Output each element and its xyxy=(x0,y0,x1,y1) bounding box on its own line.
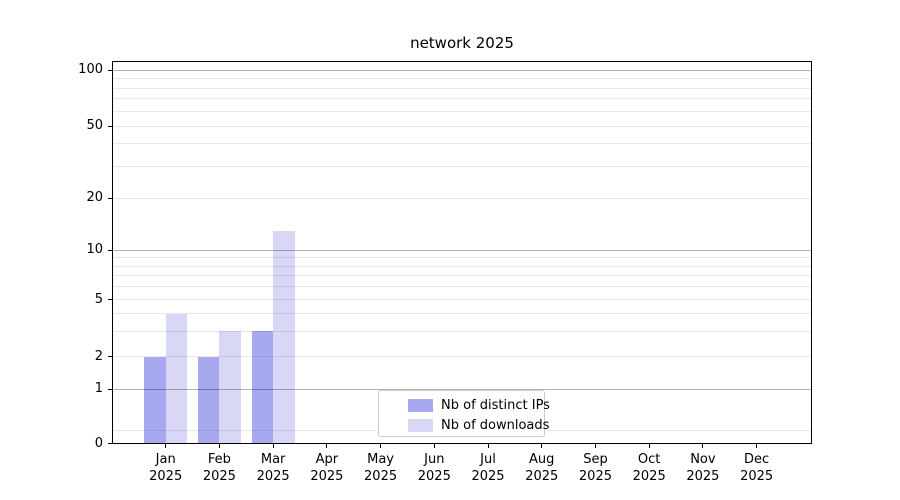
y-tick-mark xyxy=(108,356,113,358)
x-tick-mark xyxy=(218,444,220,448)
gridline-minor xyxy=(113,98,811,100)
x-tick-mark xyxy=(380,444,382,448)
gridline-minor xyxy=(113,286,811,288)
legend-label-downloads: Nb of downloads xyxy=(441,418,550,433)
x-tick-month: Mar xyxy=(260,452,286,467)
x-tick-year: 2025 xyxy=(417,469,451,484)
x-tick-label: Mar 2025 xyxy=(241,451,305,485)
x-tick-year: 2025 xyxy=(202,469,236,484)
x-tick-mark xyxy=(487,444,489,448)
legend-swatch-distinct-ips xyxy=(408,399,433,412)
x-tick-month: Oct xyxy=(637,452,661,467)
gridline-minor xyxy=(113,330,811,332)
legend: Nb of distinct IPs Nb of downloads xyxy=(378,390,550,437)
x-tick-year: 2025 xyxy=(149,469,183,484)
x-tick-label: Dec 2025 xyxy=(725,451,789,485)
x-tick-mark xyxy=(541,444,543,448)
gridline-major xyxy=(113,388,811,390)
gridline-major xyxy=(113,249,811,251)
x-tick-mark xyxy=(702,444,704,448)
x-tick-month: Feb xyxy=(207,452,231,467)
bar-downloads xyxy=(165,313,188,443)
y-tick-mark xyxy=(108,443,113,444)
x-tick-year: 2025 xyxy=(525,469,559,484)
x-tick-year: 2025 xyxy=(578,469,612,484)
gridline-minor xyxy=(113,125,811,127)
bar-distinct-ips xyxy=(144,356,166,443)
y-tick-label: 1 xyxy=(94,381,103,397)
x-tick-mark xyxy=(272,444,274,448)
x-tick-year: 2025 xyxy=(256,469,290,484)
gridline-minor xyxy=(113,110,811,112)
x-tick-mark xyxy=(756,444,758,448)
legend-swatch-downloads xyxy=(408,419,433,432)
bar-distinct-ips xyxy=(251,331,274,443)
x-tick-label: Jun 2025 xyxy=(402,451,466,485)
y-tick-label: 20 xyxy=(86,190,103,206)
x-tick-year: 2025 xyxy=(364,469,398,484)
gridline-minor xyxy=(113,313,811,315)
x-tick-month: Apr xyxy=(315,452,339,467)
x-tick-mark xyxy=(594,444,596,448)
y-tick-mark xyxy=(108,299,113,301)
gridline-minor xyxy=(113,356,811,358)
x-tick-label: Jan 2025 xyxy=(134,451,198,485)
x-tick-label: Apr 2025 xyxy=(295,451,359,485)
y-tick-mark xyxy=(108,249,113,251)
x-tick-label: May 2025 xyxy=(349,451,413,485)
x-tick-mark xyxy=(165,444,167,448)
y-tick-mark xyxy=(108,69,113,71)
y-tick-mark xyxy=(108,388,113,390)
x-tick-year: 2025 xyxy=(632,469,666,484)
x-tick-mark xyxy=(326,444,328,448)
gridline-minor xyxy=(113,143,811,145)
x-tick-label: Aug 2025 xyxy=(510,451,574,485)
x-tick-month: Nov xyxy=(690,452,716,467)
gridline-minor xyxy=(113,78,811,80)
legend-item-distinct-ips: Nb of distinct IPs xyxy=(408,397,550,414)
x-tick-mark xyxy=(433,444,435,448)
y-tick-label: 5 xyxy=(94,291,103,307)
gridline-minor xyxy=(113,299,811,301)
x-tick-year: 2025 xyxy=(310,469,344,484)
gridline-major xyxy=(113,69,811,71)
legend-label-distinct-ips: Nb of distinct IPs xyxy=(441,398,550,413)
chart-title: network 2025 xyxy=(410,34,514,52)
plot-area xyxy=(112,61,812,444)
gridline-minor xyxy=(113,87,811,89)
gridline-minor xyxy=(113,275,811,277)
y-tick-mark xyxy=(108,197,113,199)
x-tick-label: Jul 2025 xyxy=(456,451,520,485)
x-tick-label: Nov 2025 xyxy=(671,451,735,485)
x-tick-year: 2025 xyxy=(686,469,720,484)
x-tick-month: Jul xyxy=(480,452,496,467)
x-tick-year: 2025 xyxy=(740,469,774,484)
y-tick-label: 0 xyxy=(94,435,103,451)
x-tick-year: 2025 xyxy=(471,469,505,484)
x-tick-label: Feb 2025 xyxy=(187,451,251,485)
x-tick-month: Sep xyxy=(583,452,608,467)
y-tick-label: 100 xyxy=(78,62,103,78)
bar-distinct-ips xyxy=(197,356,220,443)
y-tick-label: 2 xyxy=(94,348,103,364)
x-tick-month: Dec xyxy=(744,452,770,467)
x-tick-label: Oct 2025 xyxy=(617,451,681,485)
x-tick-month: Jun xyxy=(424,452,445,467)
x-tick-month: May xyxy=(367,452,395,467)
gridline-minor xyxy=(113,265,811,267)
x-tick-month: Jan xyxy=(155,452,176,467)
bar-downloads xyxy=(219,331,241,443)
x-tick-mark xyxy=(648,444,650,448)
legend-item-downloads: Nb of downloads xyxy=(408,417,549,434)
bar-downloads xyxy=(273,230,295,443)
gridline-minor xyxy=(113,197,811,199)
gridline-minor xyxy=(113,165,811,167)
x-tick-label: Sep 2025 xyxy=(563,451,627,485)
y-tick-label: 10 xyxy=(86,242,103,258)
x-tick-month: Aug xyxy=(529,452,555,467)
y-tick-label: 50 xyxy=(86,118,103,133)
y-tick-mark xyxy=(108,125,113,127)
gridline-minor xyxy=(113,257,811,259)
